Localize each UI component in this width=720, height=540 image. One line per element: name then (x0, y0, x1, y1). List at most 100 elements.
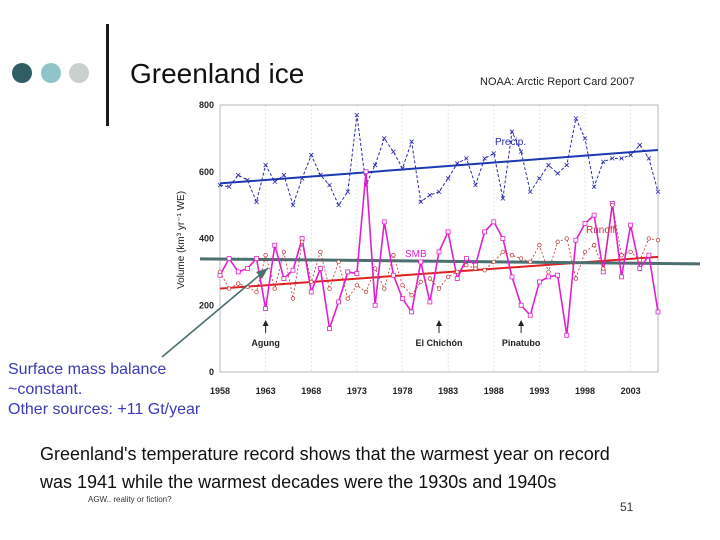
data-point-precip (354, 112, 360, 118)
data-point-precip (555, 171, 560, 176)
data-point-precip (245, 177, 250, 183)
title-divider (106, 24, 109, 126)
series-label-runoff: Runoff (586, 225, 616, 236)
data-point-runoff (391, 253, 396, 258)
data-point-precip (637, 142, 643, 148)
data-point-smb (281, 276, 287, 281)
annotation-arrowhead (518, 320, 525, 326)
data-point-precip (418, 199, 424, 205)
data-point-runoff (272, 286, 277, 291)
annotation-label: Pinatubo (502, 338, 541, 348)
data-point-precip (400, 166, 405, 171)
data-point-smb (390, 272, 396, 278)
data-point-precip (272, 179, 278, 185)
data-point-precip (582, 136, 588, 141)
data-point-smb (226, 256, 232, 261)
data-point-runoff (263, 253, 268, 258)
x-tick-label: 1998 (575, 386, 595, 396)
y-tick-label: 200 (199, 300, 214, 310)
data-point-smb (345, 269, 351, 275)
x-tick-label: 1958 (210, 386, 230, 396)
data-point-precip (537, 176, 542, 181)
data-point-runoff (546, 269, 551, 275)
data-point-precip (308, 152, 314, 158)
data-point-precip (591, 184, 597, 190)
x-tick-label: 1968 (301, 386, 321, 396)
slide-bullet-dot (12, 63, 32, 83)
data-point-precip (226, 184, 232, 190)
data-point-smb (244, 266, 250, 271)
data-point-smb (573, 237, 579, 243)
data-point-runoff (473, 266, 478, 271)
data-point-smb (317, 266, 323, 271)
data-point-runoff (582, 249, 588, 255)
data-point-smb (591, 212, 597, 218)
data-point-precip (500, 196, 506, 201)
data-point-smb (628, 222, 634, 228)
smb-note: Surface mass balance ~constant. Other so… (8, 360, 200, 420)
x-tick-label: 1988 (484, 386, 504, 396)
pointer-arrow (161, 267, 269, 358)
data-point-runoff (628, 249, 633, 255)
data-point-precip (454, 161, 460, 166)
data-point-runoff (363, 289, 369, 295)
data-point-smb (646, 252, 652, 258)
annotation-arrowhead (436, 320, 442, 326)
y-tick-label: 400 (199, 234, 214, 244)
data-point-precip (372, 162, 378, 168)
data-point-runoff (382, 286, 387, 291)
data-point-runoff (445, 274, 451, 280)
data-point-smb (409, 309, 415, 315)
data-point-smb (235, 269, 241, 275)
data-point-runoff (436, 286, 442, 291)
data-point-precip (518, 149, 524, 155)
data-point-precip (473, 182, 478, 188)
data-point-precip (655, 189, 661, 195)
data-point-runoff (500, 249, 506, 255)
data-point-runoff (601, 266, 606, 271)
data-point-runoff (637, 258, 642, 263)
data-point-runoff (226, 286, 232, 291)
data-point-runoff (564, 236, 569, 241)
data-point-precip (564, 162, 570, 168)
data-point-runoff (372, 266, 378, 271)
data-point-precip (299, 176, 305, 181)
data-point-precip (409, 139, 414, 144)
data-point-runoff (427, 276, 433, 281)
source-label: NOAA: Arctic Report Card 2007 (480, 76, 635, 88)
data-point-precip (445, 176, 451, 181)
data-point-precip (527, 189, 533, 195)
data-point-smb (655, 309, 661, 315)
data-point-smb (418, 259, 424, 265)
slide-bullet-dot (69, 63, 89, 83)
data-point-precip (619, 156, 624, 161)
data-point-precip (235, 172, 241, 178)
data-point-runoff (573, 276, 579, 281)
data-point-precip (546, 162, 551, 168)
data-point-runoff (464, 263, 469, 268)
data-point-smb (637, 266, 643, 271)
data-point-runoff (354, 283, 360, 288)
data-point-smb (555, 272, 561, 278)
data-point-precip (573, 116, 579, 121)
data-point-runoff (345, 296, 350, 301)
slide-bullet-dot (41, 63, 61, 83)
data-point-runoff (327, 286, 332, 291)
page-number: 51 (620, 500, 634, 514)
caption: Greenland's temperature record shows tha… (40, 440, 610, 496)
data-point-smb (582, 221, 588, 226)
data-point-precip (610, 156, 615, 161)
data-point-runoff (217, 269, 223, 275)
footer-text: AGW.. reality or fiction? (88, 495, 172, 504)
note-line-1: Surface mass balance (8, 361, 167, 378)
data-point-smb (263, 306, 269, 311)
slide-title: Greenland ice (130, 58, 305, 89)
data-point-precip (217, 182, 223, 188)
series-label-precip: Precip. (495, 137, 526, 148)
x-tick-label: 1963 (256, 386, 276, 396)
data-point-precip (436, 189, 442, 195)
data-point-runoff (509, 253, 515, 258)
x-tick-label: 1973 (347, 386, 367, 396)
data-point-smb (500, 236, 506, 241)
